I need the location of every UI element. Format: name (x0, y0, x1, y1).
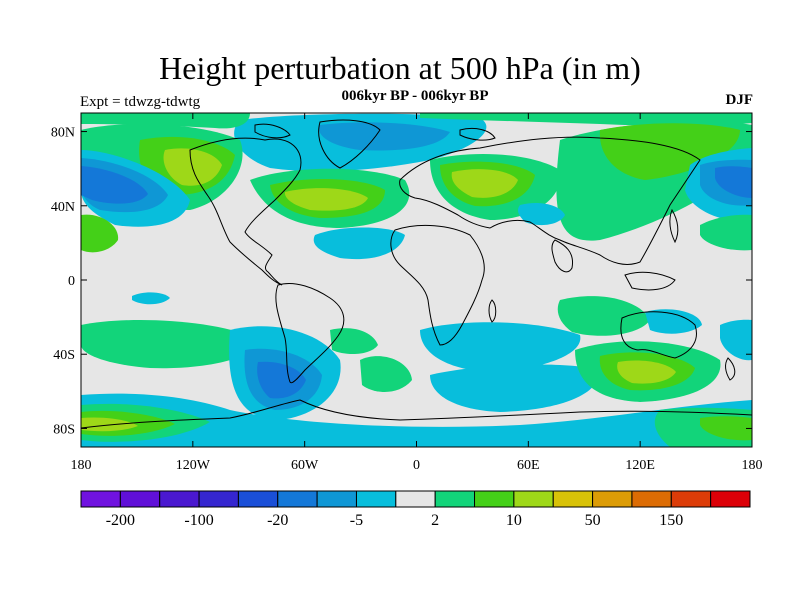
contour-fill (700, 416, 752, 441)
colorbar-box (513, 490, 554, 508)
colorbar-label: 150 (659, 512, 683, 529)
contour-fill (420, 322, 581, 372)
colorbar-box (631, 490, 672, 508)
plot-title: Height perturbation at 500 hPa (in m) (159, 50, 641, 86)
y-tick-label: 40N (51, 200, 75, 215)
colorbar-box (277, 490, 318, 508)
contour-fill (81, 320, 260, 369)
contour-fill (557, 296, 650, 336)
colorbar-label: -200 (106, 512, 135, 529)
contour-fill (257, 361, 306, 399)
x-tick-label: 120E (625, 458, 655, 473)
contour-fill (81, 214, 119, 253)
colorbar-box (670, 490, 712, 508)
x-tick-label: 60W (291, 458, 319, 473)
axis-ticks: 180 120W 60W 0 60E 120E 180 80N 40N 0 40S 80S (51, 113, 763, 473)
colorbar: -200 -100 -20 -5 2 10 50 150 (80, 490, 751, 529)
colorbar-label: 10 (506, 512, 522, 529)
coastline (551, 239, 574, 273)
colorbar-box (552, 490, 594, 508)
contour-fill (319, 122, 450, 151)
contour-fill (313, 227, 405, 260)
coastline (669, 208, 679, 244)
colorbar-box (316, 490, 357, 508)
experiment-label: Expt = tdwzg-tdwtg (80, 94, 201, 110)
coastline (459, 127, 496, 141)
contour-fills (81, 113, 752, 447)
x-tick-label: 0 (413, 458, 420, 473)
coastline (254, 123, 291, 139)
y-tick-label: 80N (51, 126, 75, 141)
contour-fill (81, 166, 148, 204)
coastline (318, 119, 381, 169)
colorbar-box (710, 490, 751, 508)
coastline (488, 299, 497, 323)
contour-fill (599, 123, 740, 180)
contour-fill (330, 328, 378, 355)
contour-fill (700, 214, 752, 251)
contour-fill (284, 188, 368, 211)
coastline (620, 311, 697, 359)
coastline (189, 137, 302, 286)
contour-fill (645, 309, 702, 334)
contour-fill (720, 319, 752, 361)
contour-fill (81, 417, 138, 432)
colorbar-label: 50 (585, 512, 601, 529)
x-tick-label: 60E (517, 458, 540, 473)
contour-fill (132, 292, 170, 305)
coastline (390, 225, 485, 346)
season-label: DJF (725, 92, 754, 108)
colorbar-box (198, 490, 239, 508)
x-tick-label: 120W (176, 458, 211, 473)
colorbar-box (592, 490, 633, 508)
colorbar-label: 2 (431, 512, 439, 529)
colorbar-label: -20 (267, 512, 288, 529)
contour-fill (360, 356, 412, 392)
colorbar-box (80, 490, 121, 508)
continent-outlines (81, 119, 752, 429)
colorbar-box (434, 490, 476, 508)
coastline (624, 271, 676, 291)
colorbar-box (159, 490, 200, 508)
contour-fill (617, 360, 676, 384)
y-tick-label: 0 (68, 274, 75, 289)
colorbar-box (395, 490, 436, 508)
contour-fill (430, 364, 600, 412)
coastline (81, 399, 752, 429)
coastline (399, 136, 701, 265)
contour-fill (517, 203, 565, 226)
coastline (275, 283, 345, 384)
y-tick-label: 40S (53, 348, 75, 363)
colorbar-label: -5 (350, 512, 363, 529)
plot-subtitle: 006kyr BP - 006kyr BP (341, 88, 489, 104)
contour-fill (451, 169, 518, 198)
contour-fill (81, 393, 752, 447)
y-tick-label: 80S (53, 422, 75, 437)
coastline (725, 357, 736, 381)
contour-fill (715, 166, 752, 198)
colorbar-label: -100 (184, 512, 213, 529)
contour-fill (81, 113, 250, 129)
x-tick-label: 180 (71, 458, 92, 473)
colorbar-box (355, 490, 397, 508)
colorbar-box (474, 490, 515, 508)
x-tick-label: 180 (742, 458, 763, 473)
colorbar-box (119, 490, 161, 508)
colorbar-box (237, 490, 279, 508)
